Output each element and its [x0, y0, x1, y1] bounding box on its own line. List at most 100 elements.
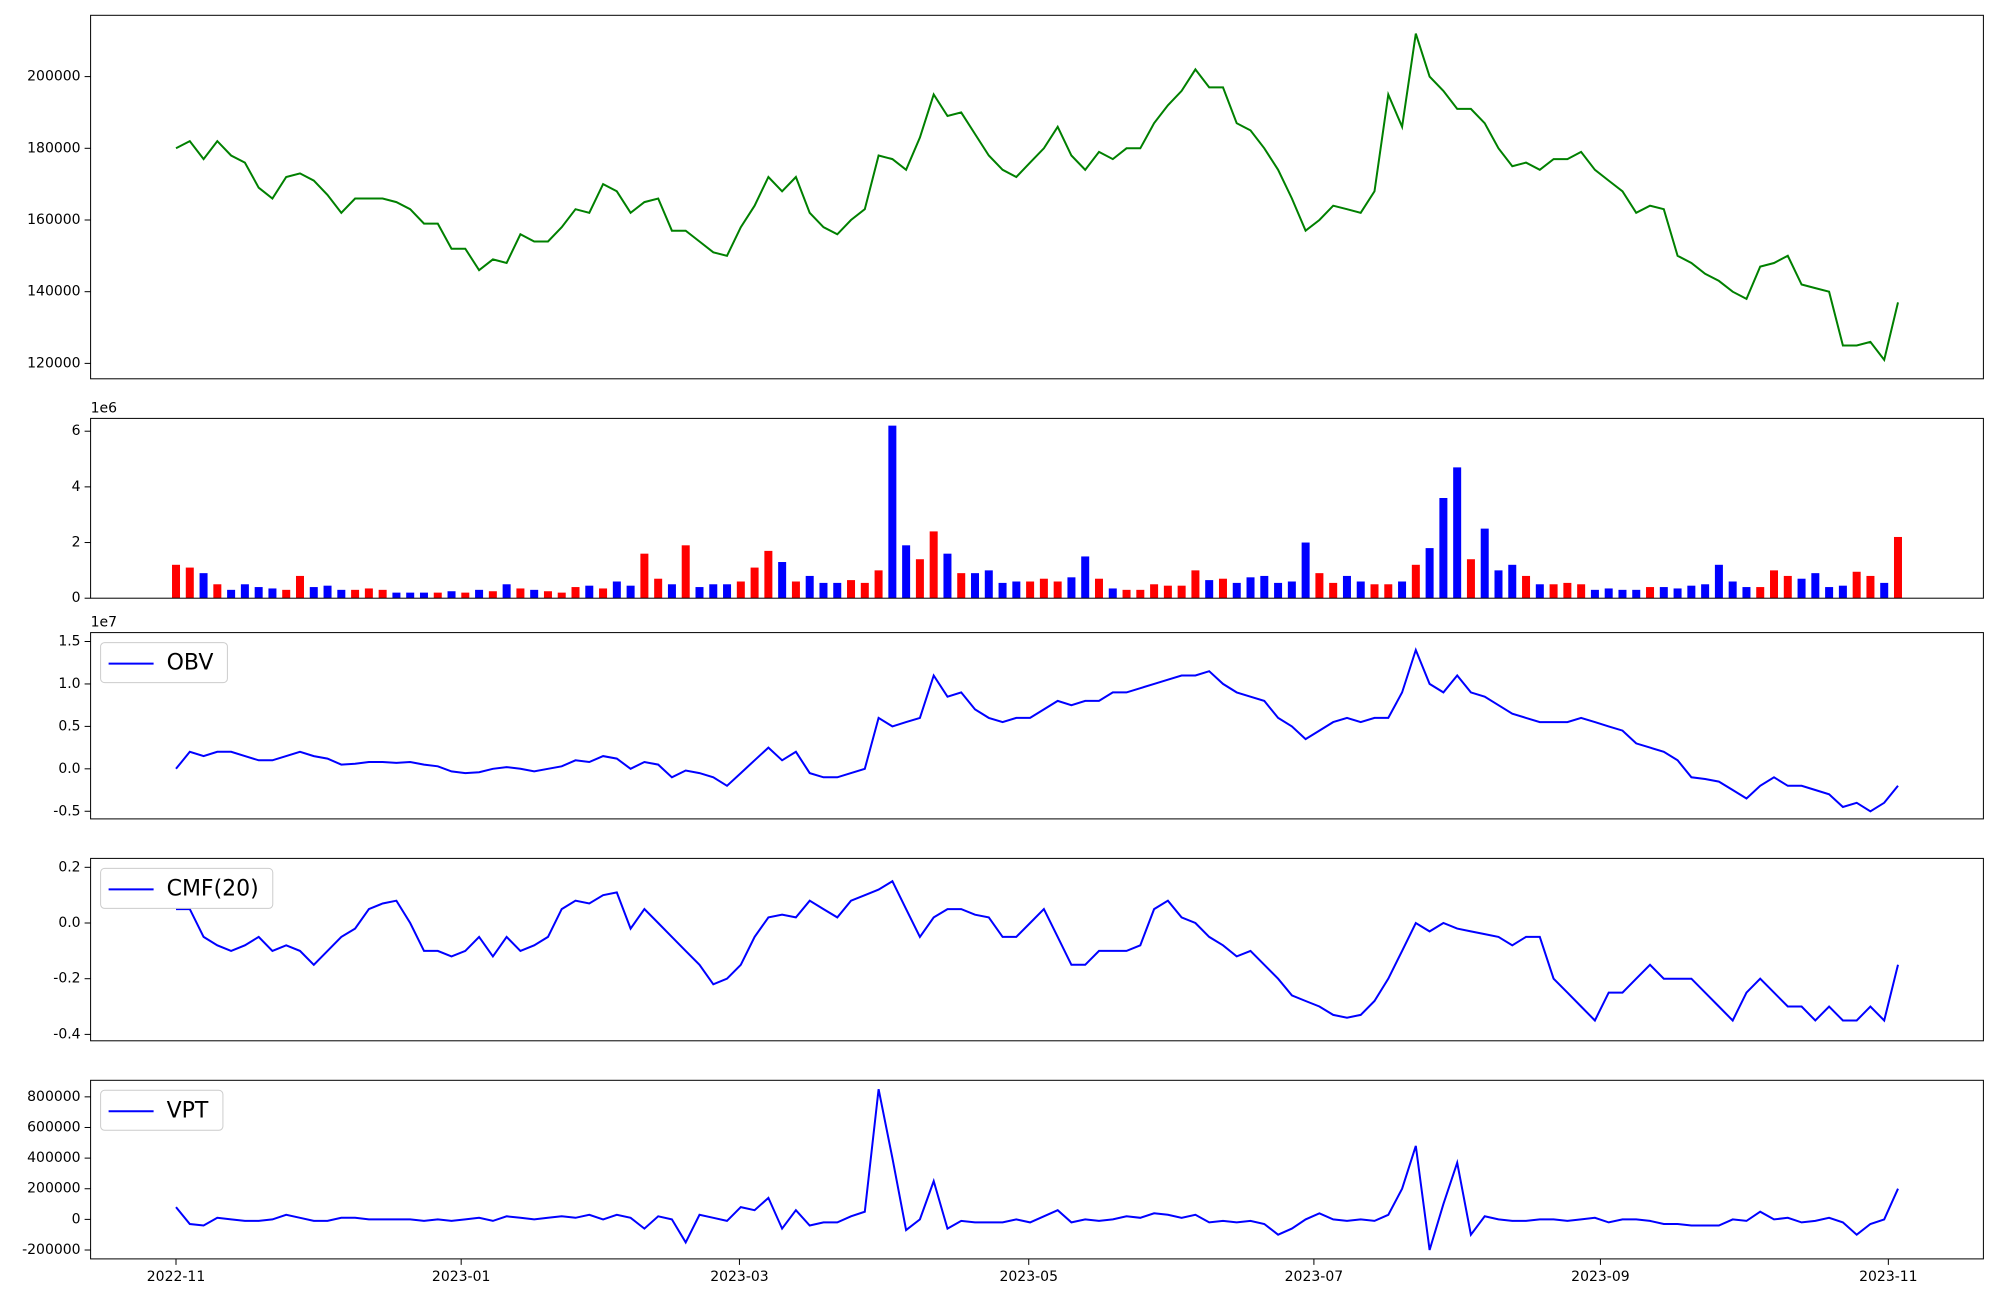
- volume-bar: [1439, 498, 1448, 599]
- series-line: [175, 647, 1899, 813]
- legend-label: OBV: [167, 651, 214, 676]
- x-tick-label: 2023-01: [432, 1269, 491, 1285]
- volume-bar: [709, 584, 718, 599]
- offset-label: 1e6: [91, 400, 118, 416]
- volume-bar: [309, 587, 318, 599]
- volume-bar: [1301, 542, 1310, 599]
- y-tick-label: 160000: [27, 212, 80, 228]
- volume-bar: [1094, 578, 1103, 599]
- volume-bar: [1522, 575, 1531, 599]
- y-tick-label: -0.2: [53, 971, 80, 987]
- volume-bar: [1673, 588, 1682, 599]
- volume-bar: [530, 589, 539, 599]
- volume-bar: [543, 591, 552, 599]
- panel-frame: [90, 1079, 1984, 1260]
- volume-bar: [571, 587, 580, 599]
- volume-bar: [943, 553, 952, 599]
- volume-bar: [1108, 588, 1117, 599]
- y-tick-label: 1.5: [58, 634, 80, 650]
- volume-bar: [791, 581, 800, 599]
- volume-bar: [185, 567, 194, 599]
- x-tick-label: 2023-07: [1285, 1269, 1344, 1285]
- volume-bar: [1577, 584, 1586, 599]
- y-tick-label: 0.5: [58, 718, 80, 734]
- volume-bar: [654, 578, 663, 599]
- volume-bar: [502, 584, 511, 599]
- volume-bar: [695, 587, 704, 599]
- volume-bar: [998, 582, 1007, 599]
- legend-label: VPT: [167, 1098, 209, 1123]
- volume-bar: [1480, 528, 1489, 599]
- volume-bar: [1067, 577, 1076, 599]
- y-tick-label: 200000: [27, 1181, 80, 1197]
- volume-bar: [736, 581, 745, 599]
- volume-bar: [240, 584, 249, 599]
- panel: -200000 0 200000 400000 600000 800000 2022-11 2…: [22, 1079, 1984, 1285]
- y-tick-label: 4: [72, 479, 81, 495]
- volume-bar: [213, 584, 222, 599]
- volume-bar: [337, 589, 346, 599]
- y-tick-label: 0.0: [58, 915, 80, 931]
- volume-bar: [1315, 573, 1324, 599]
- y-tick-label: 140000: [27, 284, 80, 300]
- volume-bar: [1150, 584, 1159, 599]
- volume-bar: [819, 582, 828, 599]
- volume-bar: [1053, 581, 1062, 599]
- volume-bar: [971, 573, 980, 599]
- volume-bar: [1232, 582, 1241, 599]
- volume-bar: [667, 584, 676, 599]
- volume-bar: [1714, 564, 1723, 599]
- volume-bar: [599, 588, 608, 599]
- volume-bar: [1370, 584, 1379, 599]
- volume-bar: [1494, 570, 1503, 599]
- volume-bar: [626, 585, 635, 599]
- volume-bar: [1287, 581, 1296, 599]
- legend: CMF(20): [100, 867, 274, 909]
- panel: 120000 140000 160000 180000 200000: [27, 14, 1984, 380]
- volume-bar: [254, 587, 263, 599]
- volume-bar: [351, 589, 360, 599]
- volume-bar: [1425, 548, 1434, 599]
- volume-bar: [1136, 589, 1145, 599]
- volume-bar: [1646, 587, 1655, 599]
- volume-bar: [516, 588, 525, 599]
- y-tick-label: -0.4: [53, 1026, 80, 1042]
- volume-bar: [378, 589, 387, 599]
- y-tick-label: -0.5: [53, 803, 80, 819]
- volume-bar: [1590, 589, 1599, 599]
- volume-bar: [364, 588, 373, 599]
- volume-bar: [640, 553, 649, 599]
- volume-bar: [1122, 589, 1131, 599]
- y-tick-label: 200000: [27, 69, 80, 85]
- volume-bar: [557, 592, 566, 599]
- y-tick-label: 600000: [27, 1119, 80, 1135]
- volume-bar: [585, 585, 594, 599]
- series-line: [176, 879, 1899, 1023]
- volume-bar: [1246, 577, 1255, 599]
- x-tick-label: 2023-11: [1859, 1269, 1918, 1285]
- volume-bar: [282, 589, 291, 599]
- volume-bar: [957, 573, 966, 599]
- y-tick-label: 0.2: [58, 859, 80, 875]
- y-tick-label: 1.0: [58, 676, 80, 692]
- panel: -0.4 -0.2 0.0 0.2 CMF(20): [53, 857, 1984, 1042]
- volume-bar: [833, 582, 842, 599]
- volume-bar: [433, 592, 442, 599]
- volume-bar: [915, 559, 924, 599]
- volume-bar: [406, 592, 415, 599]
- volume-bar: [1811, 573, 1820, 599]
- volume-bar: [860, 582, 869, 599]
- volume-bar: [1342, 575, 1351, 599]
- volume-bar: [295, 575, 304, 599]
- y-tick-label: 400000: [27, 1150, 80, 1166]
- panel-frame: [90, 857, 1984, 1042]
- y-tick-label: 6: [72, 423, 81, 439]
- x-tick-label: 2023-09: [1571, 1269, 1630, 1285]
- volume-bar: [902, 545, 911, 599]
- volume-bar: [1728, 581, 1737, 599]
- volume-bar: [888, 425, 897, 599]
- volume-bar: [1880, 582, 1889, 599]
- volume-bar: [612, 581, 621, 599]
- volume-bar: [1260, 575, 1269, 599]
- panel: 0 2 4 6 1e6: [72, 400, 1984, 606]
